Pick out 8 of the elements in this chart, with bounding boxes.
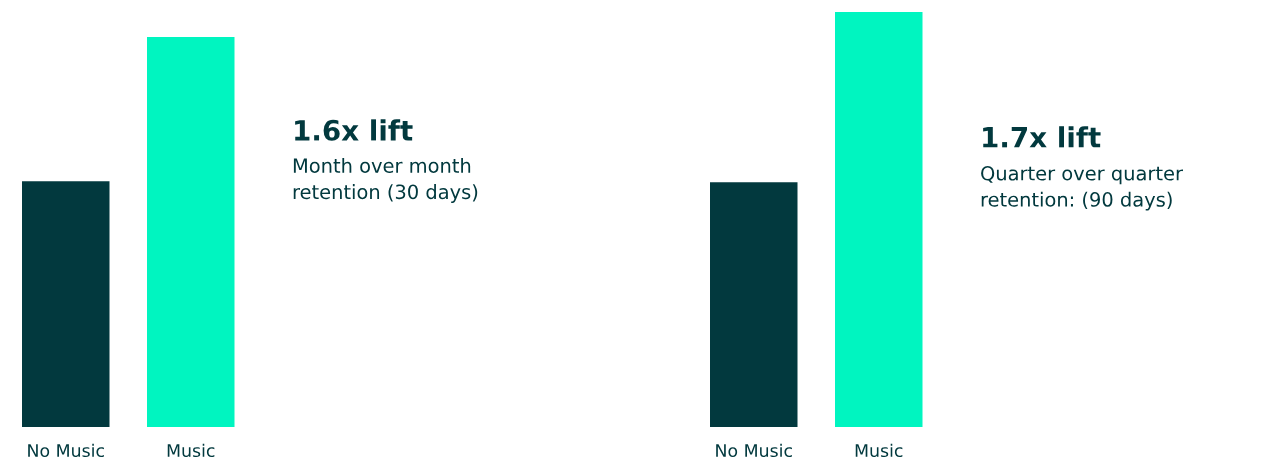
- x-tick-label: No Music: [28, 443, 104, 458]
- text: 1.7x lift: [983, 126, 1101, 148]
- text: Month over month retention (30 days): [293, 157, 478, 203]
- x-tick-label: No Music: [716, 443, 792, 458]
- text: Quarter over quarter retention: (90 days): [981, 165, 1183, 211]
- x-tick-label: Music: [167, 443, 215, 458]
- text: 1.6x lift: [295, 119, 413, 141]
- x-tick-label: Music: [855, 443, 903, 458]
